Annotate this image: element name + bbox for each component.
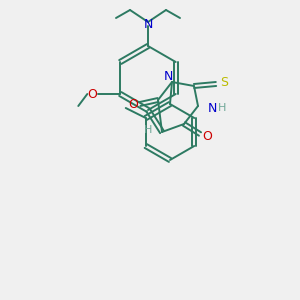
Text: H: H bbox=[218, 103, 226, 113]
Text: N: N bbox=[143, 19, 153, 32]
Text: O: O bbox=[87, 88, 97, 100]
Text: H: H bbox=[144, 125, 152, 135]
Text: N: N bbox=[163, 70, 173, 83]
Text: O: O bbox=[128, 98, 138, 110]
Text: S: S bbox=[220, 76, 228, 89]
Text: O: O bbox=[202, 130, 212, 142]
Text: N: N bbox=[207, 101, 217, 115]
